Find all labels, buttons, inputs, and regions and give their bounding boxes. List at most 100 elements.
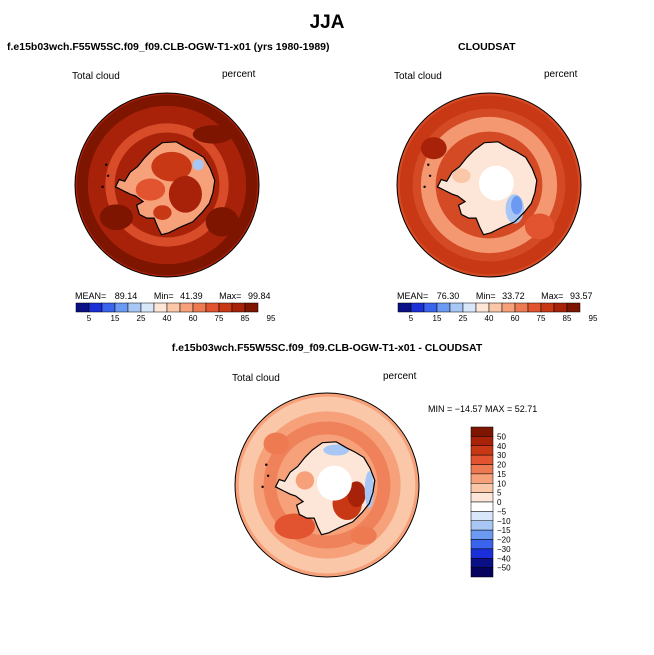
colorbar-swatch xyxy=(218,302,233,313)
panel1-right-label: percent xyxy=(222,69,256,80)
colorbar-swatch xyxy=(153,302,168,313)
island xyxy=(105,163,108,166)
colorbar-swatch xyxy=(470,436,494,446)
colorbar-tick-label: −40 xyxy=(497,554,511,563)
colorbar-swatch xyxy=(470,558,494,568)
colorbar-tick-label: 40 xyxy=(497,442,506,451)
colorbar-tick-label: 0 xyxy=(497,498,502,507)
colorbar-tick-label: 85 xyxy=(563,314,572,323)
panel2-title: CLOUDSAT xyxy=(458,41,516,53)
panel3-left-label: Total cloud xyxy=(232,373,280,384)
main-title: JJA xyxy=(309,12,345,33)
panel2-colorbar: 5 15 25 40 60 75 85 95 xyxy=(397,302,598,323)
colorbar-swatch xyxy=(205,302,220,313)
field-band xyxy=(263,421,391,549)
colorbar-swatch xyxy=(470,473,494,484)
panel2-max-value: 93.57 xyxy=(569,291,593,301)
field-blob xyxy=(205,207,239,237)
colorbar-swatch xyxy=(127,302,142,313)
panel1-left-label: Total cloud xyxy=(72,71,120,82)
colorbar-swatch xyxy=(470,501,494,512)
panel2-min-value: 33.72 xyxy=(502,291,525,301)
colorbar-swatch xyxy=(244,302,259,313)
land-blob xyxy=(168,175,202,213)
colorbar-tick-label: 60 xyxy=(511,314,520,323)
no-data-pole xyxy=(316,465,352,501)
colorbar-swatch xyxy=(436,302,451,313)
colorbar-swatch xyxy=(566,302,581,313)
field-band xyxy=(238,396,416,574)
colorbar-swatch xyxy=(553,302,568,313)
colorbar-swatch xyxy=(449,302,464,313)
colorbar-tick-label: 50 xyxy=(497,432,506,441)
colorbar-tick-label: 15 xyxy=(433,314,442,323)
colorbar-swatch xyxy=(470,529,494,540)
coastline xyxy=(436,141,538,236)
map-border xyxy=(396,92,582,278)
field-band xyxy=(399,95,579,275)
colorbar-swatch xyxy=(475,302,490,313)
panel1-stats: MEAN= 89.14 Min= 41.39 Max= 99.84 xyxy=(75,291,270,301)
colorbar-tick-label: 95 xyxy=(589,314,598,323)
colorbar-tick-label: −30 xyxy=(497,545,511,554)
colorbar-swatch xyxy=(501,302,516,313)
field-blob xyxy=(420,137,447,160)
panel1-mean-label: MEAN= xyxy=(75,291,107,301)
panel1-min-label: Min= xyxy=(153,291,174,301)
panel3-map xyxy=(234,392,420,578)
colorbar-swatch xyxy=(470,567,494,578)
land-blob xyxy=(192,159,204,171)
island xyxy=(106,174,110,177)
field-blob xyxy=(350,526,377,545)
colorbar-swatch xyxy=(179,302,194,313)
panel2-left-label: Total cloud xyxy=(394,71,442,82)
island xyxy=(265,463,268,466)
colorbar-tick-label: 30 xyxy=(497,451,506,460)
panel2-right-label: percent xyxy=(544,69,578,80)
colorbar-swatch xyxy=(462,302,477,313)
land-blob xyxy=(511,196,523,215)
colorbar-swatch xyxy=(488,302,503,313)
colorbar-tick-label: 25 xyxy=(459,314,468,323)
colorbar-swatch xyxy=(470,426,494,437)
colorbar-tick-label: 15 xyxy=(111,314,120,323)
colorbar-tick-label: 75 xyxy=(537,314,546,323)
colorbar-swatch xyxy=(514,302,529,313)
colorbar-swatch xyxy=(114,302,129,313)
colorbar-tick-label: 40 xyxy=(485,314,494,323)
panel1-map xyxy=(74,92,260,278)
colorbar-swatch xyxy=(140,302,155,313)
colorbar-swatch xyxy=(101,302,116,313)
island xyxy=(428,174,432,177)
colorbar-tick-label: 20 xyxy=(497,461,506,470)
field-blob xyxy=(274,513,316,540)
field-blob xyxy=(263,432,290,455)
panel1-colorbar: 5 15 25 40 60 75 85 95 xyxy=(75,302,276,323)
panel2-stats: MEAN= 76.30 Min= 33.72 Max= 93.57 xyxy=(397,291,592,301)
field-band xyxy=(76,94,258,276)
colorbar-swatch xyxy=(470,454,494,465)
field-band xyxy=(420,116,558,254)
island xyxy=(423,185,426,189)
colorbar-tick-label: 10 xyxy=(497,479,506,488)
colorbar-tick-label: 85 xyxy=(241,314,250,323)
panel3-stats: MIN = −14.57 MAX = 52.71 xyxy=(428,404,538,414)
coastline xyxy=(274,441,376,536)
colorbar-tick-label: 5 xyxy=(409,314,414,323)
land-blob xyxy=(135,178,166,201)
colorbar-swatch xyxy=(470,483,494,493)
panel3-title: f.e15b03wch.F55W5SC.f09_f09.CLB-OGW-T1-x… xyxy=(171,342,483,354)
panel1-min-value: 41.39 xyxy=(180,291,203,301)
colorbar-swatch xyxy=(470,511,494,521)
island xyxy=(427,163,430,166)
land-blob xyxy=(153,205,172,220)
panel2-mean-value: 76.30 xyxy=(436,291,460,301)
panel1-max-value: 99.84 xyxy=(247,291,271,301)
panel2-mean-label: MEAN= xyxy=(397,291,429,301)
colorbar-tick-label: −10 xyxy=(497,517,511,526)
land-blob xyxy=(323,444,350,456)
land-blob xyxy=(151,151,192,182)
colorbar-swatch xyxy=(470,464,494,475)
panel1-mean-value: 89.14 xyxy=(114,291,138,301)
colorbar-swatch xyxy=(88,302,103,313)
